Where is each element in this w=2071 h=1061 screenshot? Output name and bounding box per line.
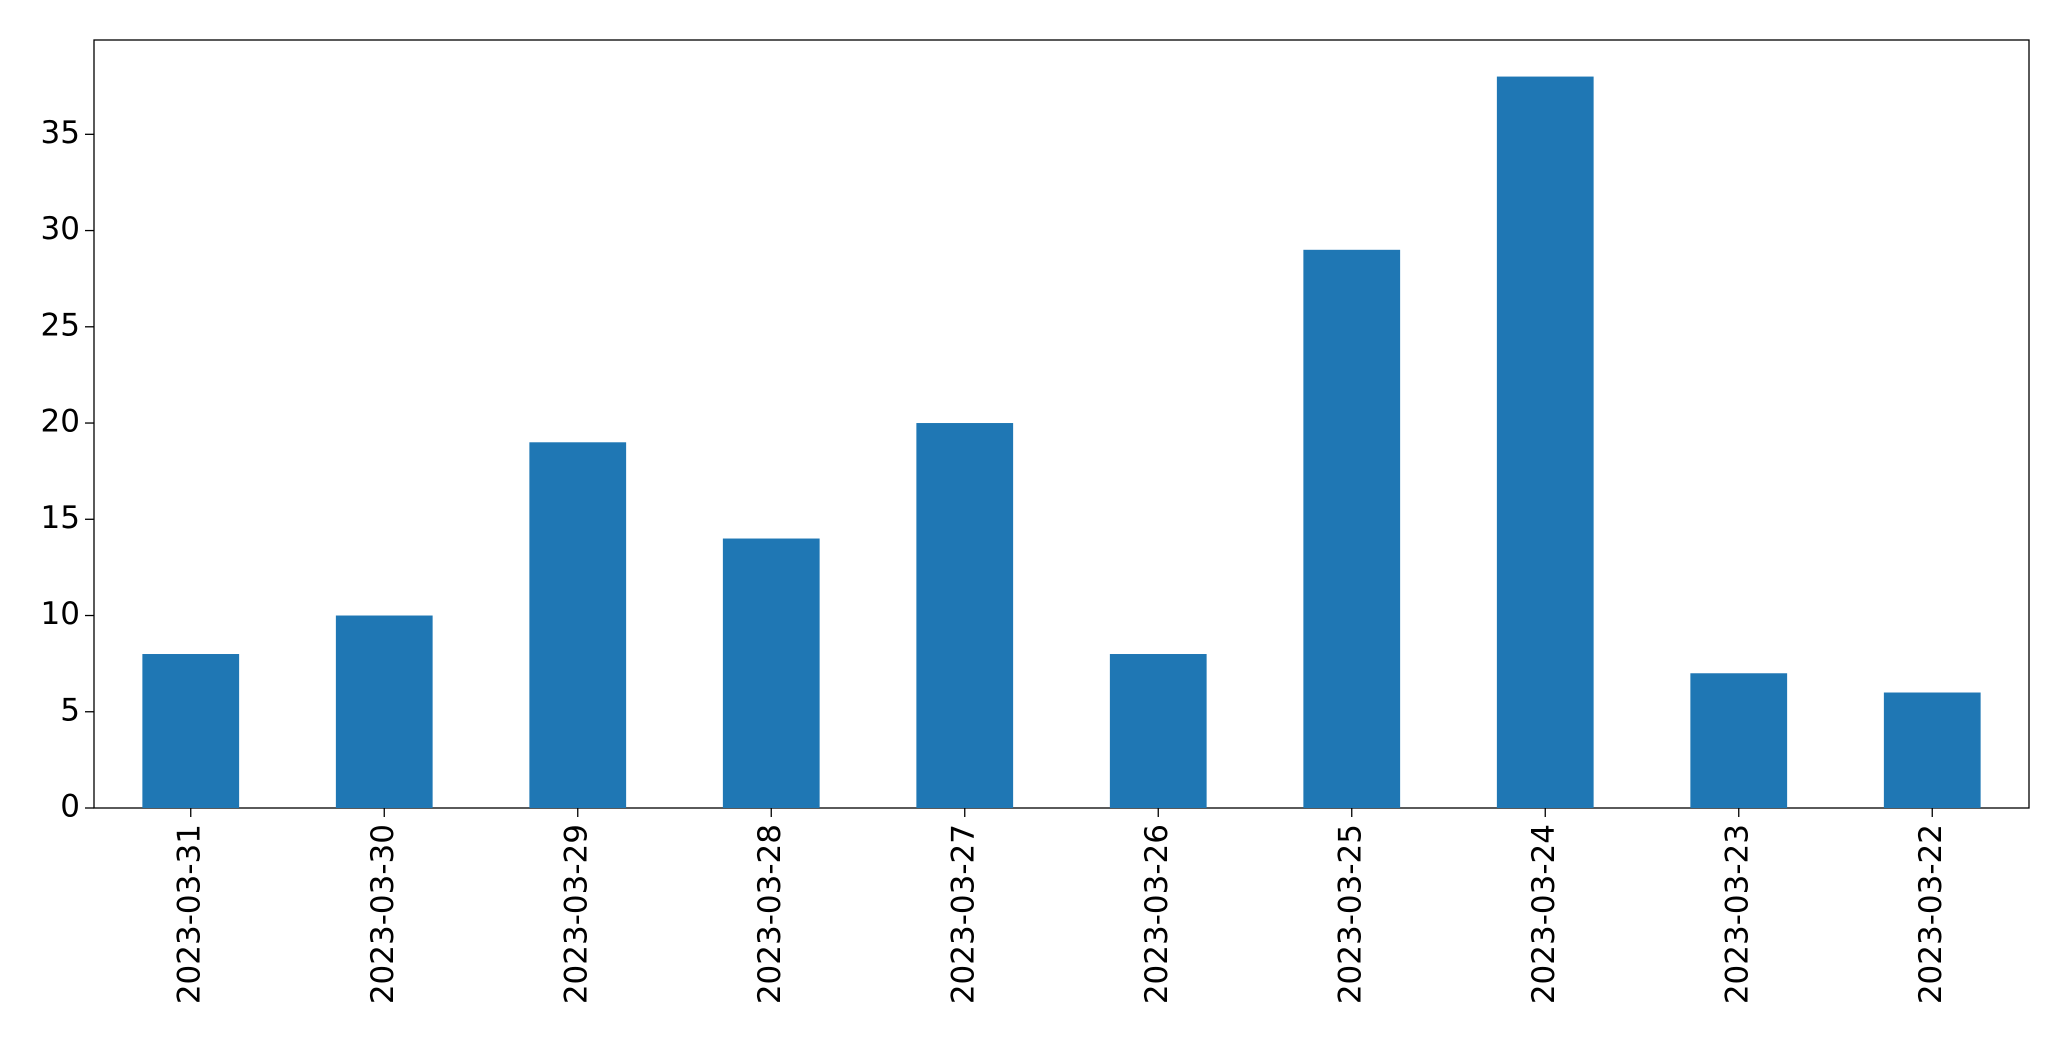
x-tick-label: 2023-03-24 <box>1526 824 1562 1004</box>
bar <box>1303 249 1401 808</box>
bar <box>1690 673 1788 808</box>
bar <box>1496 76 1594 809</box>
bar <box>335 615 433 808</box>
y-tick-label: 15 <box>41 500 80 536</box>
x-tick-label: 2023-03-25 <box>1332 824 1368 1004</box>
y-tick-label: 5 <box>60 692 80 728</box>
bar <box>529 442 627 808</box>
bar <box>1883 692 1981 808</box>
bar <box>916 423 1014 808</box>
plot-frame <box>93 39 2030 809</box>
x-tick-label: 2023-03-27 <box>945 824 981 1004</box>
bar <box>722 538 820 808</box>
x-tick-label: 2023-03-31 <box>171 824 207 1004</box>
y-tick-label: 30 <box>41 211 80 247</box>
y-tick-label: 35 <box>41 115 80 151</box>
x-tick-label: 2023-03-28 <box>752 824 788 1004</box>
bar <box>1109 654 1207 808</box>
bar <box>142 654 240 808</box>
x-tick-label: 2023-03-22 <box>1913 824 1949 1004</box>
y-tick-label: 10 <box>41 596 80 632</box>
x-tick-label: 2023-03-30 <box>365 824 401 1004</box>
x-tick-label: 2023-03-26 <box>1139 824 1175 1004</box>
y-tick-label: 20 <box>41 404 80 440</box>
x-tick-label: 2023-03-29 <box>558 824 594 1004</box>
y-tick-label: 0 <box>60 789 80 825</box>
y-tick-label: 25 <box>41 307 80 343</box>
x-tick-label: 2023-03-23 <box>1719 824 1755 1004</box>
